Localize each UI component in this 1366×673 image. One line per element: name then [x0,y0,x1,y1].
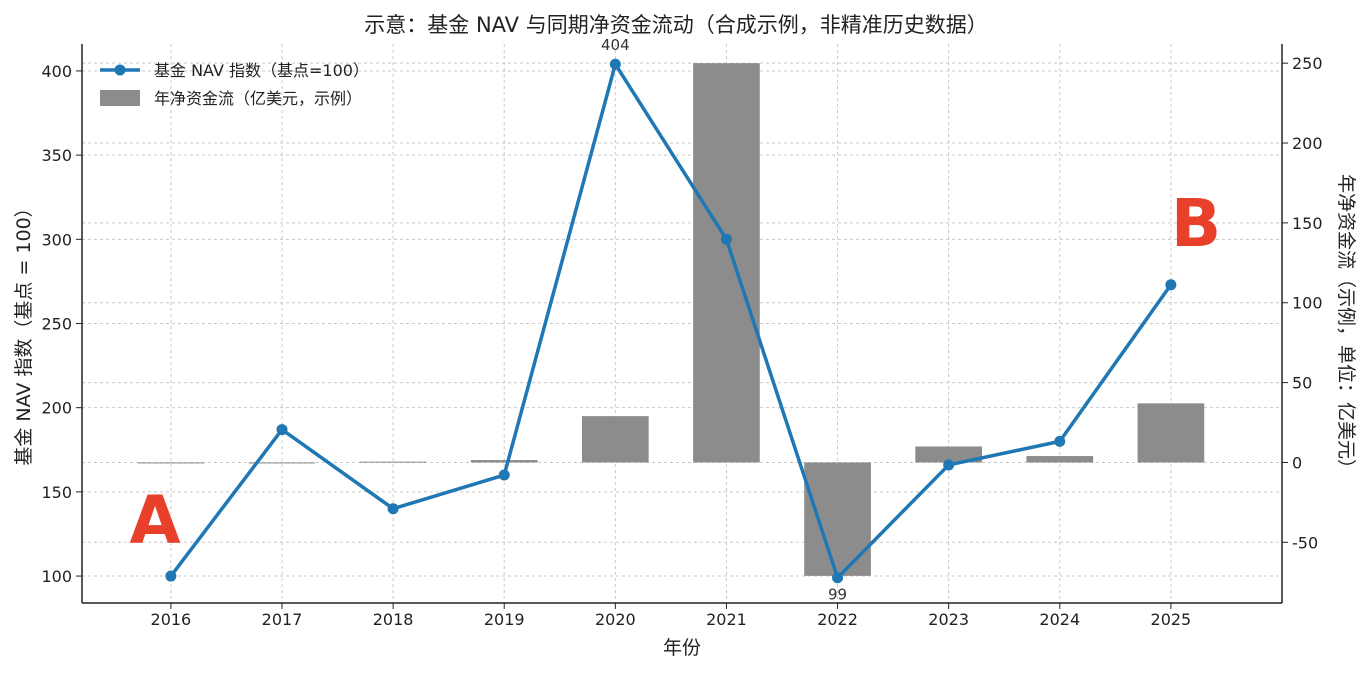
y-right-tick-label: 100 [1292,294,1323,313]
x-tick-label: 2025 [1151,610,1192,629]
x-tick-label: 2016 [151,610,192,629]
bar [248,462,316,464]
line-point [276,424,288,436]
bar [693,63,760,463]
bar [1026,456,1094,463]
legend-line-marker [114,64,126,76]
bar [137,462,205,464]
chart-title: 示意：基金 NAV 与同期净资金流动（合成示例，非精准历史数据） [364,13,987,37]
nav-line [169,62,1173,580]
data-label: 404 [601,36,630,54]
x-tick-label: 2022 [817,610,858,629]
line-point [498,469,510,481]
line-point [609,58,621,70]
x-axis-title: 年份 [663,637,701,659]
tick-labels: 2016 2017 2018 2019 2020 2021 2022 2023 2024 2025… [41,54,1322,629]
x-tick-label: 2021 [706,610,747,629]
y-left-tick-label: 400 [41,62,72,81]
legend: 基金 NAV 指数（基点=100） 年净资金流（亿美元，示例） [100,61,369,108]
bar-series [137,63,1205,576]
y-axis-right-title: 年净资金流（示例，单位：亿美元） [1335,174,1357,478]
line-point [1165,279,1177,291]
legend-bar-swatch [100,90,140,106]
bar [915,446,982,463]
x-tick-label: 2018 [373,610,414,629]
line-point [165,570,177,582]
x-tick-label: 2024 [1039,610,1080,629]
y-axis-left-title: 基金 NAV 指数（基点 = 100） [13,198,35,465]
y-right-tick-label: 50 [1292,374,1312,393]
y-right-tick-label: 250 [1292,54,1323,73]
line-point [832,572,844,584]
y-right-tick-label: 0 [1292,453,1302,472]
y-right-tick-label: 150 [1292,214,1323,233]
marker-b: B [1171,185,1221,262]
line-point [720,233,732,245]
x-tick-label: 2020 [595,610,636,629]
data-label: 99 [828,586,847,604]
bar [470,460,538,463]
x-tick-label: 2017 [262,610,303,629]
y-right-tick-label: 200 [1292,134,1323,153]
y-left-tick-label: 200 [41,399,72,418]
y-left-tick-label: 250 [41,315,72,334]
legend-label-nav: 基金 NAV 指数（基点=100） [154,61,369,80]
y-left-tick-label: 100 [41,567,72,586]
x-tick-label: 2019 [484,610,525,629]
line-point [1054,435,1066,447]
bar [804,462,871,576]
line-point [943,459,955,471]
y-left-tick-label: 300 [41,230,72,249]
y-right-tick-label: -50 [1292,533,1318,552]
line-series [165,58,1177,584]
bar [582,416,649,463]
bar [1137,403,1205,463]
legend-label-flow: 年净资金流（亿美元，示例） [154,89,362,108]
x-tick-label: 2023 [928,610,969,629]
bar [359,461,427,463]
grid [82,44,1282,603]
line-point [387,503,399,515]
y-left-tick-label: 350 [41,146,72,165]
marker-a: A [129,482,180,559]
y-left-tick-label: 150 [41,483,72,502]
data-labels: 404 99 [601,36,847,604]
